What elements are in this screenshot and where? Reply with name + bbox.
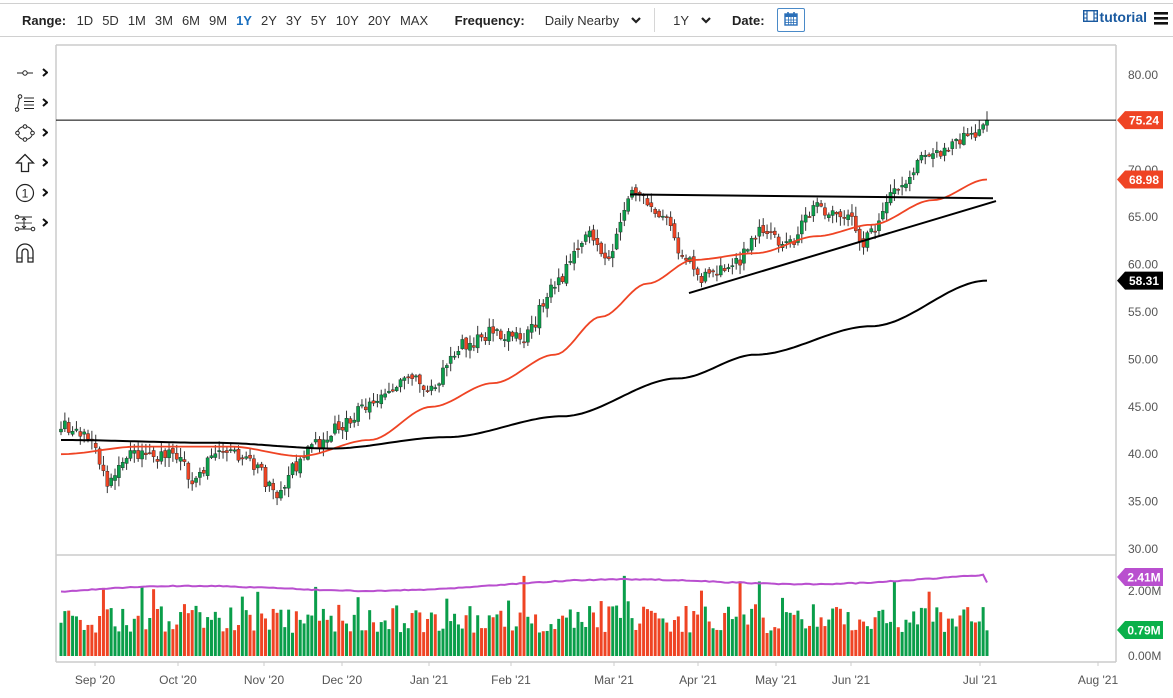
line-tool-button[interactable] bbox=[14, 58, 54, 88]
range-option-10y[interactable]: 10Y bbox=[335, 12, 359, 28]
date-picker-button[interactable] bbox=[776, 8, 805, 32]
x-tick-label: Mar '21 bbox=[594, 673, 634, 687]
ma200-value-tag: 58.31 bbox=[1117, 271, 1163, 290]
svg-text:75.24: 75.24 bbox=[1129, 114, 1159, 128]
tutorial-label: tutorial bbox=[1099, 9, 1147, 25]
x-tick-label: Aug '21 bbox=[1078, 673, 1119, 687]
range-option-5d[interactable]: 5D bbox=[102, 12, 119, 28]
chevron-right-icon bbox=[42, 214, 49, 232]
volume-value-tag: 0.79M bbox=[1117, 621, 1163, 639]
arrow-tool-button[interactable] bbox=[14, 148, 54, 178]
shape-tool-button[interactable] bbox=[14, 118, 54, 148]
fibonacci-tool-button[interactable] bbox=[14, 88, 54, 118]
svg-text:0.79M: 0.79M bbox=[1127, 624, 1160, 638]
y-tick-label: 80.00 bbox=[1128, 68, 1158, 82]
fibonacci-icon bbox=[14, 92, 36, 114]
range-option-5y[interactable]: 5Y bbox=[310, 12, 327, 28]
x-tick-label: Sep '20 bbox=[75, 673, 116, 687]
date-label: Date: bbox=[732, 12, 765, 28]
trendline-resistance[interactable] bbox=[629, 193, 994, 200]
frequency-value: Daily Nearby bbox=[544, 12, 620, 28]
line-segment-icon bbox=[14, 62, 36, 84]
range-option-20y[interactable]: 20Y bbox=[367, 12, 391, 28]
x-tick-label: Apr '21 bbox=[679, 673, 717, 687]
arrow-up-icon bbox=[14, 152, 36, 174]
ma50-line bbox=[60, 178, 988, 458]
range-option-1d[interactable]: 1D bbox=[76, 12, 94, 28]
period-select[interactable]: 1Y bbox=[669, 12, 711, 28]
measure-icon bbox=[14, 212, 36, 234]
chevron-down-icon bbox=[631, 16, 641, 25]
svg-text:68.98: 68.98 bbox=[1129, 173, 1159, 187]
candlesticks bbox=[59, 111, 989, 506]
range-option-3y[interactable]: 3Y bbox=[285, 12, 302, 28]
period-value: 1Y bbox=[673, 12, 690, 28]
x-tick-label: Jul '21 bbox=[963, 673, 998, 687]
chevron-right-icon bbox=[42, 94, 49, 112]
frequency-select[interactable]: Daily Nearby bbox=[541, 12, 641, 28]
svg-text:58.31: 58.31 bbox=[1129, 274, 1159, 288]
hamburger-menu-icon[interactable] bbox=[1154, 12, 1168, 26]
divider bbox=[654, 8, 656, 32]
x-tick-label: Jan '21 bbox=[410, 673, 449, 687]
range-list: 1D 5D 1M 3M 6M 9M 1Y 2Y 3Y 5Y 10Y 20Y MAX bbox=[72, 13, 433, 28]
numbered-circle-icon: 1 bbox=[14, 182, 36, 204]
svg-text:2.41M: 2.41M bbox=[1127, 571, 1160, 585]
range-option-max[interactable]: MAX bbox=[399, 12, 429, 28]
x-tick-label: Nov '20 bbox=[244, 673, 285, 687]
y-tick-label: 45.00 bbox=[1128, 400, 1158, 414]
volume-tick-label: 0.00M bbox=[1128, 649, 1161, 663]
film-icon bbox=[1082, 9, 1100, 25]
range-label: Range: bbox=[22, 12, 67, 28]
y-tick-label: 40.00 bbox=[1128, 447, 1158, 461]
chevron-right-icon bbox=[42, 64, 49, 82]
x-tick-label: Jun '21 bbox=[832, 673, 871, 687]
svg-text:1: 1 bbox=[22, 187, 29, 201]
range-option-3m[interactable]: 3M bbox=[154, 12, 173, 28]
range-toolbar: Range: 1D 5D 1M 3M 6M 9M 1Y 2Y 3Y 5Y 10Y 20Y MAX Fre… bbox=[0, 3, 1173, 37]
y-tick-label: 60.00 bbox=[1128, 258, 1158, 272]
volume-average-line bbox=[60, 573, 988, 593]
volume-bars bbox=[59, 575, 989, 656]
y-tick-label: 65.00 bbox=[1128, 210, 1158, 224]
y-tick-label: 30.00 bbox=[1128, 542, 1158, 556]
x-tick-label: Oct '20 bbox=[159, 673, 197, 687]
drawing-tools-sidebar: 1 bbox=[14, 58, 54, 268]
range-option-9m[interactable]: 9M bbox=[209, 12, 228, 28]
calendar-icon bbox=[783, 11, 798, 29]
chevron-down-icon bbox=[701, 16, 711, 25]
annotation-number-tool-button[interactable]: 1 bbox=[14, 178, 54, 208]
range-option-6m[interactable]: 6M bbox=[181, 12, 200, 28]
volume-tick-label: 2.00M bbox=[1128, 584, 1161, 598]
range-option-1m[interactable]: 1M bbox=[127, 12, 146, 28]
chevron-right-icon bbox=[42, 124, 49, 142]
y-tick-label: 55.00 bbox=[1128, 305, 1158, 319]
ma50-value-tag: 68.98 bbox=[1117, 170, 1163, 189]
chevron-right-icon bbox=[42, 184, 49, 202]
y-tick-label: 50.00 bbox=[1128, 352, 1158, 366]
x-tick-label: Dec '20 bbox=[322, 673, 363, 687]
y-tick-label: 35.00 bbox=[1128, 495, 1158, 509]
chevron-right-icon bbox=[42, 154, 49, 172]
frequency-label: Frequency: bbox=[454, 12, 525, 28]
range-option-1y[interactable]: 1Y bbox=[236, 12, 252, 28]
last-price-tag: 75.24 bbox=[1117, 111, 1163, 130]
ma200-line bbox=[61, 279, 988, 450]
magnet-icon bbox=[14, 242, 36, 264]
range-option-2y[interactable]: 2Y bbox=[260, 12, 277, 28]
volume-average-tag: 2.41M bbox=[1117, 568, 1163, 586]
trendline-support[interactable] bbox=[688, 200, 997, 294]
tutorial-link[interactable]: tutorial bbox=[1082, 9, 1147, 25]
measure-tool-button[interactable] bbox=[14, 208, 54, 238]
x-tick-label: Feb '21 bbox=[491, 673, 531, 687]
ellipse-shape-icon bbox=[14, 122, 36, 144]
magnet-tool-button[interactable] bbox=[14, 238, 54, 268]
x-tick-label: May '21 bbox=[755, 673, 797, 687]
